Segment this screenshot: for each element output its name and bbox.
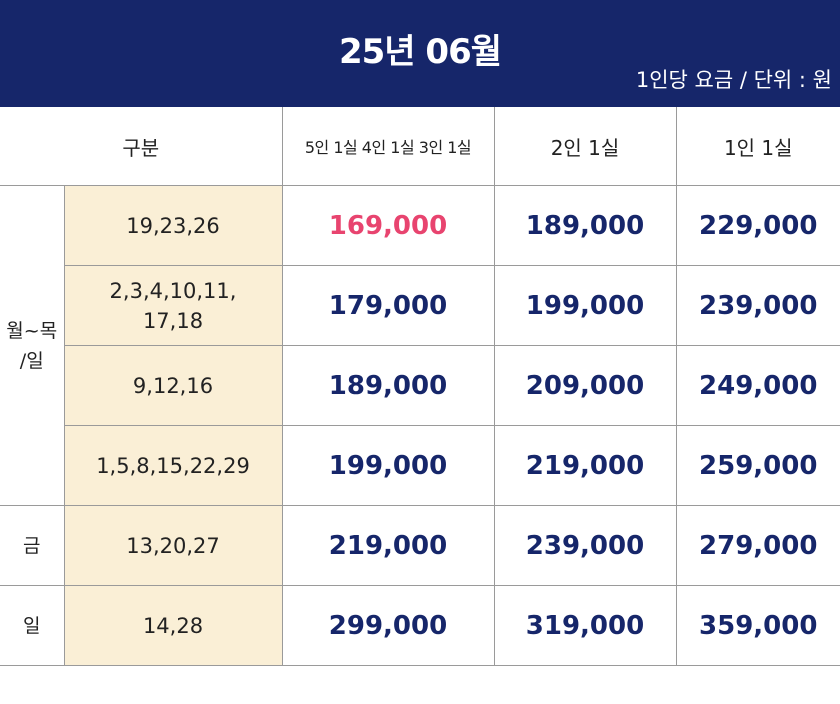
price-cell: 189,000 — [493, 185, 677, 266]
date-cell: 13,20,27 — [63, 505, 283, 586]
table-header-row: 구분 5인 1실 4인 1실 3인 1실 2인 1실 1인 1실 — [0, 107, 840, 186]
table-row: 1,5,8,15,22,29 199,000 219,000 259,000 — [0, 425, 840, 506]
price-cell: 359,000 — [675, 585, 840, 666]
group-sunday-label: 일 — [0, 585, 65, 666]
price-cell: 239,000 — [675, 265, 840, 346]
price-cell: 249,000 — [675, 345, 840, 426]
price-cell: 279,000 — [675, 505, 840, 586]
unit-note: 1인당 요금 / 단위 : 원 — [635, 68, 832, 92]
price-cell: 199,000 — [493, 265, 677, 346]
group-friday-label: 금 — [0, 505, 65, 586]
header-room-2: 2인 1실 — [493, 107, 677, 186]
table-row: 2,3,4,10,11, 17,18 179,000 199,000 239,0… — [0, 265, 840, 346]
table-row: 9,12,16 189,000 209,000 249,000 — [0, 345, 840, 426]
table-row: 금 13,20,27 219,000 239,000 279,000 — [0, 505, 840, 586]
table-row: 월~목 /일 19,23,26 169,000 189,000 229,000 — [0, 185, 840, 506]
date-cell: 19,23,26 — [63, 185, 283, 266]
price-cell: 239,000 — [493, 505, 677, 586]
date-cell: 14,28 — [63, 585, 283, 666]
price-cell: 219,000 — [493, 425, 677, 506]
price-cell-highlight: 169,000 — [281, 185, 495, 266]
price-cell: 299,000 — [281, 585, 495, 666]
price-table: 구분 5인 1실 4인 1실 3인 1실 2인 1실 1인 1실 월~목 /일 … — [0, 107, 840, 666]
price-cell: 189,000 — [281, 345, 495, 426]
date-cell: 1,5,8,15,22,29 — [64, 425, 283, 506]
price-cell: 199,000 — [281, 425, 495, 506]
header-room-1: 1인 1실 — [675, 107, 840, 186]
price-cell: 209,000 — [493, 345, 677, 426]
date-cell: 9,12,16 — [64, 345, 283, 426]
title-banner: 25년 06월 1인당 요금 / 단위 : 원 — [0, 0, 840, 107]
header-category: 구분 — [0, 107, 283, 186]
price-cell: 259,000 — [675, 425, 840, 506]
price-cell: 179,000 — [281, 265, 495, 346]
table-row: 일 14,28 299,000 319,000 359,000 — [0, 585, 840, 666]
price-cell: 319,000 — [493, 585, 677, 666]
price-cell: 229,000 — [675, 185, 840, 266]
date-cell: 2,3,4,10,11, 17,18 — [64, 265, 283, 346]
page-title: 25년 06월 — [338, 32, 502, 72]
header-room-5-4-3: 5인 1실 4인 1실 3인 1실 — [281, 107, 495, 186]
group-weekday-label: 월~목 /일 — [0, 185, 65, 506]
price-cell: 219,000 — [281, 505, 495, 586]
